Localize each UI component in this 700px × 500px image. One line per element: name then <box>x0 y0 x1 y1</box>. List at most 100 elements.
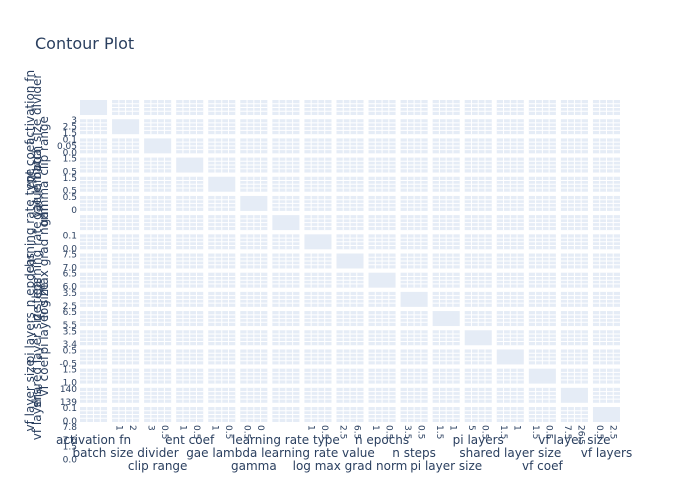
contour-cell-6-6 <box>272 215 300 231</box>
y-axis-title: pi layers <box>23 312 37 363</box>
x-axis-title: vf coef <box>522 459 563 473</box>
contour-cell-4-0 <box>80 176 108 192</box>
contour-cell-11-10 <box>400 311 428 327</box>
y-tick-label: 0.1 <box>63 404 77 414</box>
y-tick-label: 6.5 <box>63 308 77 318</box>
contour-cell-10-16 <box>592 291 620 307</box>
x-axis-title: shared layer size <box>459 446 561 460</box>
contour-cell-8-0 <box>80 253 108 269</box>
contour-cell-12-9 <box>368 330 396 346</box>
contour-cell-5-11 <box>432 195 460 211</box>
contour-cell-12-3 <box>176 330 204 346</box>
contour-cell-9-8 <box>336 272 364 288</box>
contour-cell-1-16 <box>592 119 620 135</box>
contour-cell-16-2 <box>144 407 172 422</box>
contour-cell-10-2 <box>144 291 172 307</box>
y-tick-label: 1.5 <box>63 366 77 376</box>
contour-cell-1-10 <box>400 119 428 135</box>
contour-cell-0-15 <box>560 100 588 115</box>
contour-cell-6-4 <box>208 215 236 231</box>
contour-cell-15-13 <box>496 387 524 403</box>
contour-cell-2-14 <box>528 138 556 154</box>
y-tick-label: 0 <box>71 206 77 216</box>
contour-cell-12-15 <box>560 330 588 346</box>
contour-cell-14-1 <box>112 368 140 384</box>
contour-cell-15-10 <box>400 387 428 403</box>
contour-cell-3-6 <box>272 157 300 173</box>
y-tick-label: 0.1 <box>63 231 77 241</box>
contour-cell-12-4 <box>208 330 236 346</box>
contour-cell-14-13 <box>496 368 524 384</box>
contour-cell-1-14 <box>528 119 556 135</box>
contour-cell-16-16 <box>592 407 620 422</box>
x-axis-title: vf layer size <box>538 433 610 447</box>
contour-cell-15-15 <box>560 387 588 403</box>
x-axis-title: learning rate value <box>261 446 375 460</box>
contour-cell-16-8 <box>336 407 364 422</box>
contour-cell-4-3 <box>176 176 204 192</box>
contour-cell-3-13 <box>496 157 524 173</box>
contour-cell-11-16 <box>592 311 620 327</box>
contour-cell-5-16 <box>592 195 620 211</box>
contour-cell-8-6 <box>272 253 300 269</box>
contour-cell-15-3 <box>176 387 204 403</box>
contour-cell-2-12 <box>464 138 492 154</box>
x-tick-label: 2.5 <box>338 425 348 439</box>
contour-cell-7-8 <box>336 234 364 250</box>
contour-cell-10-15 <box>560 291 588 307</box>
contour-cell-9-14 <box>528 272 556 288</box>
x-tick-label: 0.5 <box>415 425 425 439</box>
y-tick-label: 0.0 <box>63 417 78 427</box>
contour-cell-0-4 <box>208 100 236 115</box>
x-axis-title: gamma <box>231 459 277 473</box>
contour-cell-15-5 <box>240 387 268 403</box>
y-axis-title: vf layer size <box>23 359 37 431</box>
contour-cell-16-4 <box>208 407 236 422</box>
y-tick-label: 0.5 <box>63 346 77 356</box>
y-tick-label: 0.0 <box>63 148 78 158</box>
x-axis-title: gae lambda <box>186 446 257 460</box>
contour-cell-11-12 <box>464 311 492 327</box>
contour-cell-9-1 <box>112 272 140 288</box>
contour-cell-2-1 <box>112 138 140 154</box>
contour-cell-8-14 <box>528 253 556 269</box>
contour-cell-4-5 <box>240 176 268 192</box>
y-axis-title: clip range <box>37 116 51 176</box>
y-tick-label: 0.5 <box>63 193 77 203</box>
contour-cell-16-3 <box>176 407 204 422</box>
contour-cell-2-15 <box>560 138 588 154</box>
contour-cell-13-4 <box>208 349 236 365</box>
contour-cell-12-2 <box>144 330 172 346</box>
contour-cell-1-11 <box>432 119 460 135</box>
contour-cell-16-1 <box>112 407 140 422</box>
y-tick-label: 3 <box>71 116 77 126</box>
contour-cell-5-0 <box>80 195 108 211</box>
y-axis-title: pi layer size <box>37 283 51 355</box>
contour-cell-8-10 <box>400 253 428 269</box>
contour-cell-1-3 <box>176 119 204 135</box>
contour-cell-8-11 <box>432 253 460 269</box>
contour-cell-7-4 <box>208 234 236 250</box>
contour-cell-0-1 <box>112 100 140 115</box>
contour-cell-12-7 <box>304 330 332 346</box>
contour-cell-5-2 <box>144 195 172 211</box>
y-tick-label: 0.1 <box>63 135 77 145</box>
contour-cell-10-10 <box>400 291 428 307</box>
contour-cell-13-8 <box>336 349 364 365</box>
contour-cell-1-4 <box>208 119 236 135</box>
contour-cell-7-11 <box>432 234 460 250</box>
contour-cell-4-4 <box>208 176 236 192</box>
contour-cell-16-13 <box>496 407 524 422</box>
contour-cell-5-8 <box>336 195 364 211</box>
y-axis-title: shared layer size <box>30 306 44 408</box>
contour-cell-6-1 <box>112 215 140 231</box>
contour-cell-6-12 <box>464 215 492 231</box>
x-tick-label: 0.5 <box>544 425 554 439</box>
contour-cell-4-12 <box>464 176 492 192</box>
x-tick-label: 2 <box>127 425 137 431</box>
contour-cell-5-9 <box>368 195 396 211</box>
contour-cell-0-16 <box>592 100 620 115</box>
contour-cell-4-11 <box>432 176 460 192</box>
contour-cell-2-16 <box>592 138 620 154</box>
